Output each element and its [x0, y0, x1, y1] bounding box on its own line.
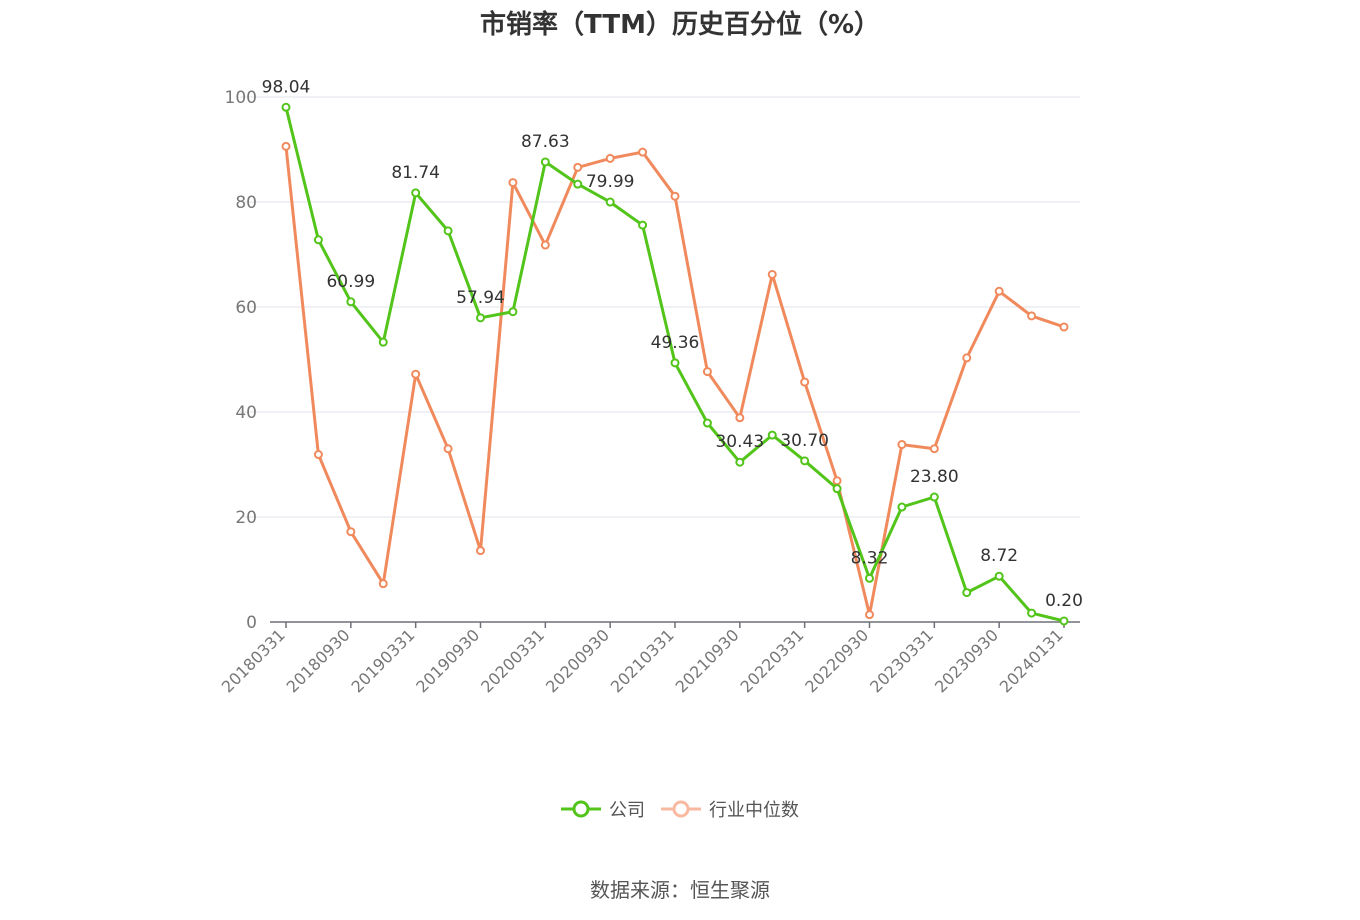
y-tick-label: 40 [235, 403, 257, 423]
data-point-1 [605, 153, 615, 163]
data-point-1 [670, 191, 680, 201]
data-point-0 [800, 456, 810, 466]
data-point-0 [411, 188, 421, 198]
data-point-0 [1059, 616, 1069, 626]
data-label: 79.99 [586, 172, 635, 192]
legend-label-industry-median: 行业中位数 [709, 800, 799, 821]
x-tick-label: 20230331 [866, 625, 937, 696]
data-point-0 [962, 588, 972, 598]
data-point-1 [865, 610, 874, 620]
x-tick-label: 20190331 [347, 625, 418, 696]
data-point-0 [573, 179, 583, 189]
data-label: 49.36 [651, 333, 700, 353]
data-label: 0.20 [1045, 591, 1083, 611]
legend-swatch-company-icon [561, 800, 601, 818]
data-label: 60.99 [326, 272, 375, 292]
data-point-1 [378, 579, 388, 589]
data-source-note: 数据来源：恒生聚源 [590, 878, 770, 902]
data-point-1 [313, 450, 323, 460]
x-tick-label: 20180930 [283, 625, 354, 696]
data-point-1 [929, 444, 939, 454]
data-point-0 [378, 337, 388, 347]
data-point-1 [735, 413, 745, 423]
data-point-0 [702, 418, 712, 428]
data-point-1 [508, 178, 518, 188]
data-label: 23.80 [910, 467, 959, 487]
data-point-1 [476, 546, 485, 556]
data-point-0 [476, 313, 485, 323]
legend-item-company[interactable]: 公司 [561, 796, 645, 822]
data-point-1 [281, 141, 291, 151]
data-point-0 [508, 307, 518, 317]
data-point-0 [443, 226, 453, 236]
data-point-1 [346, 527, 356, 537]
y-tick-label: 60 [235, 298, 257, 318]
y-tick-label: 80 [235, 193, 257, 213]
y-tick-label: 0 [246, 613, 257, 633]
data-label: 30.70 [780, 431, 829, 451]
data-point-0 [313, 235, 323, 245]
x-tick-label: 20200331 [477, 625, 548, 696]
data-point-0 [865, 573, 874, 583]
series-line-1 [284, 146, 1065, 617]
x-tick-label: 20210331 [607, 625, 678, 696]
x-tick-label: 20180331 [218, 625, 289, 696]
data-label: 57.94 [456, 288, 505, 308]
data-point-1 [1059, 322, 1069, 332]
legend: 公司 行业中位数 [0, 796, 1360, 822]
data-point-0 [929, 492, 939, 502]
data-point-0 [897, 502, 907, 512]
data-point-1 [573, 162, 583, 172]
data-label: 8.72 [980, 546, 1018, 566]
data-label: 81.74 [391, 163, 440, 183]
legend-item-industry-median[interactable]: 行业中位数 [661, 796, 799, 822]
data-point-0 [540, 157, 550, 167]
data-point-1 [767, 269, 777, 279]
data-point-1 [994, 286, 1004, 296]
data-point-1 [962, 353, 972, 363]
data-point-0 [767, 430, 777, 440]
data-label: 8.32 [851, 548, 889, 568]
data-point-0 [605, 197, 615, 207]
data-point-0 [281, 102, 291, 112]
y-tick-label: 20 [235, 508, 257, 528]
data-point-0 [346, 297, 356, 307]
data-point-0 [994, 571, 1004, 581]
x-tick-label: 20240131 [996, 625, 1067, 696]
data-point-0 [735, 457, 745, 467]
chart-title: 市销率（TTM）历史百分位（%） [480, 10, 880, 40]
data-point-1 [702, 367, 712, 377]
data-point-1 [832, 476, 842, 486]
data-point-1 [800, 377, 810, 387]
y-tick-label: 100 [225, 88, 257, 108]
data-label: 87.63 [521, 132, 570, 152]
x-tick-label: 20210930 [672, 625, 743, 696]
x-tick-label: 20220331 [736, 625, 807, 696]
x-tick-label: 20200930 [542, 625, 613, 696]
data-label: 98.04 [262, 77, 311, 97]
legend-swatch-industry-median-icon [661, 800, 701, 818]
data-point-1 [638, 147, 648, 157]
x-tick-label: 20190930 [412, 625, 483, 696]
data-point-0 [670, 358, 680, 368]
line-chart: 0 20 40 60 80 100 2018033120180930201903312019… [218, 77, 1083, 696]
legend-label-company: 公司 [609, 800, 645, 821]
data-label: 30.43 [715, 432, 764, 452]
data-point-1 [540, 240, 550, 250]
x-tick-label: 20220930 [801, 625, 872, 696]
data-point-0 [638, 220, 648, 230]
data-point-0 [832, 484, 842, 494]
data-point-1 [1027, 311, 1037, 321]
data-point-1 [411, 369, 421, 379]
data-point-1 [897, 440, 907, 450]
data-point-1 [443, 444, 453, 454]
data-point-0 [1027, 608, 1037, 618]
x-tick-label: 20230930 [931, 625, 1002, 696]
